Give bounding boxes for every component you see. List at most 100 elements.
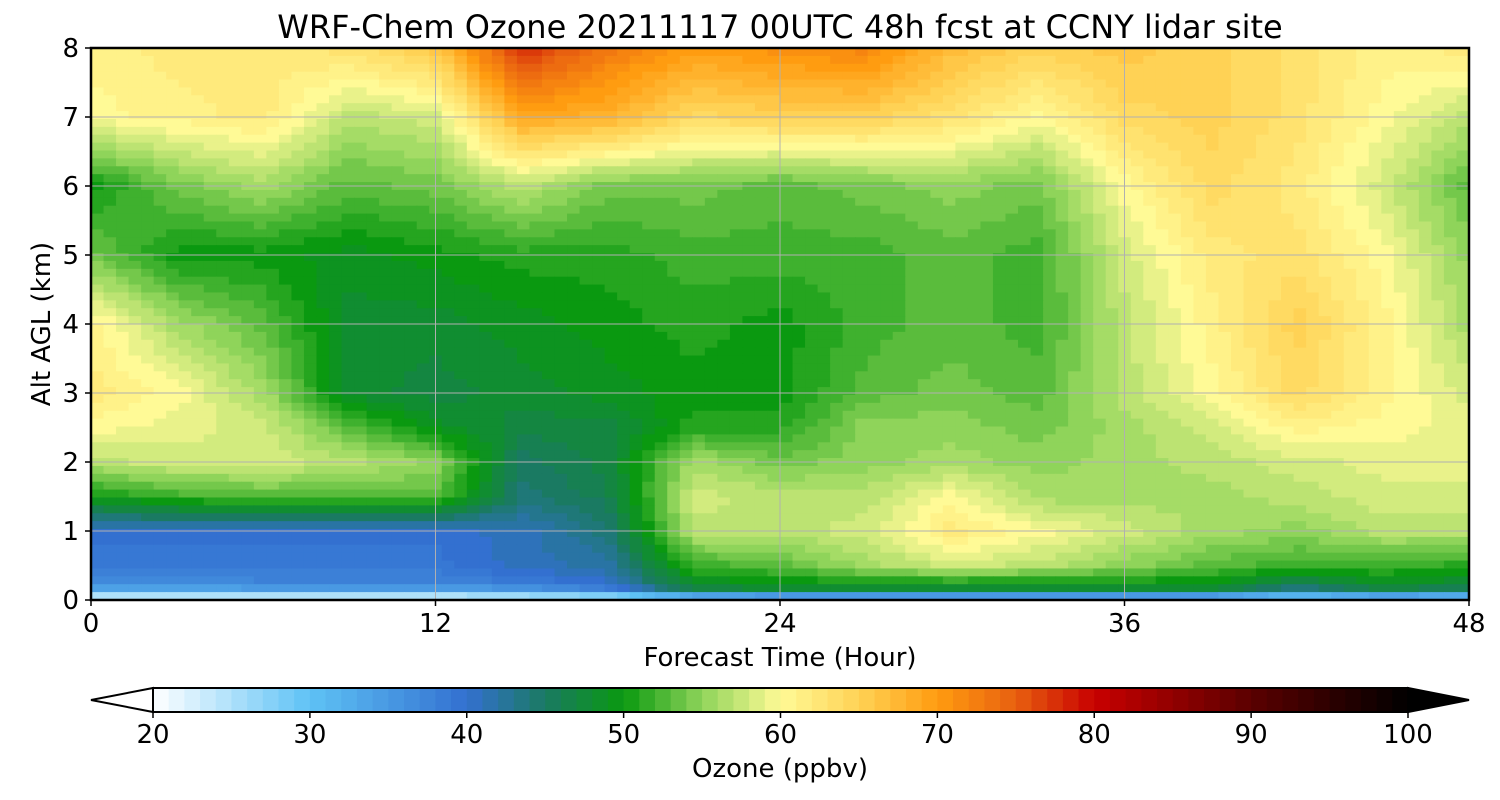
contour-cell: [855, 221, 869, 230]
contour-cell: [216, 363, 230, 372]
contour-cell: [1230, 331, 1245, 341]
contour-cell: [1418, 134, 1433, 144]
contour-cell: [216, 394, 230, 404]
contour-cell: [754, 284, 769, 294]
contour-cell: [1005, 142, 1019, 152]
contour-cell: [1168, 229, 1182, 238]
contour-cell: [1093, 71, 1107, 81]
contour-cell: [253, 197, 267, 207]
contour-cell: [1218, 316, 1232, 325]
contour-cell: [1193, 324, 1207, 333]
contour-cell: [329, 71, 343, 81]
contour-cell: [516, 95, 531, 104]
contour-cell: [754, 379, 769, 388]
contour-cell: [892, 339, 906, 349]
contour-cell: [1418, 363, 1433, 372]
contour-cell: [1218, 134, 1232, 144]
contour-cell: [1331, 292, 1345, 301]
contour-cell: [529, 316, 543, 325]
contour-cell: [617, 394, 631, 404]
contour-cell: [629, 355, 643, 365]
contour-cell: [391, 189, 405, 199]
contour-cell: [178, 260, 192, 270]
contour-cell: [717, 347, 731, 357]
contour-cell: [1043, 158, 1057, 167]
contour-cell: [830, 63, 844, 73]
contour-cell: [1443, 174, 1458, 183]
contour-cell: [454, 158, 468, 167]
contour-cell: [767, 316, 781, 325]
contour-cell: [316, 324, 330, 333]
contour-cell: [479, 95, 493, 104]
contour-cell: [1431, 63, 1445, 73]
contour-cell: [191, 339, 205, 349]
contour-cell: [103, 134, 117, 144]
contour-cell: [166, 402, 180, 412]
contour-cell: [316, 166, 330, 175]
contour-cell: [980, 379, 994, 388]
contour-cell: [1130, 324, 1144, 333]
contour-cell: [203, 79, 217, 89]
contour-cell: [1368, 284, 1382, 294]
contour-cell: [1268, 189, 1282, 199]
contour-cell: [1105, 260, 1119, 270]
contour-cell: [166, 324, 180, 333]
contour-cell: [141, 55, 155, 65]
contour-cell: [892, 387, 906, 396]
contour-cell: [178, 71, 192, 81]
contour-cell: [291, 205, 305, 215]
contour-cell: [504, 253, 518, 262]
contour-cell: [1155, 174, 1169, 183]
contour-cell: [980, 268, 994, 278]
contour-cell: [1168, 95, 1182, 104]
contour-cell: [241, 355, 255, 365]
contour-cell: [491, 71, 505, 81]
contour-cell: [203, 118, 217, 128]
contour-cell: [253, 48, 267, 57]
contour-cell: [567, 229, 581, 238]
contour-cell: [754, 245, 769, 254]
contour-cell: [404, 197, 418, 207]
contour-cell: [1180, 142, 1194, 152]
contour-cell: [253, 355, 267, 365]
contour-cell: [241, 79, 255, 89]
contour-cell: [617, 213, 631, 223]
contour-cell: [629, 118, 643, 128]
contour-cell: [667, 126, 681, 136]
contour-cell: [216, 79, 230, 89]
contour-cell: [466, 379, 480, 388]
contour-cell: [253, 174, 267, 183]
contour-cell: [842, 150, 856, 159]
contour-cell: [166, 292, 180, 301]
contour-cell: [516, 237, 531, 246]
contour-cell: [629, 150, 643, 159]
contour-cell: [830, 174, 844, 183]
contour-cell: [1143, 300, 1157, 309]
contour-cell: [303, 221, 318, 230]
contour-cell: [103, 126, 117, 136]
contour-cell: [1393, 166, 1407, 175]
contour-cell: [1180, 55, 1194, 65]
contour-cell: [191, 71, 205, 81]
contour-cell: [128, 379, 142, 388]
contour-cell: [1243, 339, 1257, 349]
contour-cell: [1443, 394, 1458, 404]
contour-cell: [1406, 300, 1420, 309]
contour-cell: [1130, 339, 1144, 349]
contour-cell: [1443, 229, 1458, 238]
contour-cell: [642, 308, 656, 317]
contour-cell: [1143, 379, 1157, 388]
contour-cell: [203, 213, 217, 223]
contour-cell: [1418, 205, 1433, 215]
contour-cell: [604, 95, 618, 104]
contour-cell: [354, 158, 368, 167]
contour-cell: [504, 276, 518, 286]
contour-cell: [416, 339, 430, 349]
contour-cell: [1456, 245, 1469, 254]
contour-cell: [454, 363, 468, 372]
contour-cell: [717, 55, 731, 65]
contour-cell: [1143, 268, 1157, 278]
contour-cell: [992, 284, 1007, 294]
contour-cell: [329, 292, 343, 301]
contour-cell: [1043, 87, 1057, 96]
